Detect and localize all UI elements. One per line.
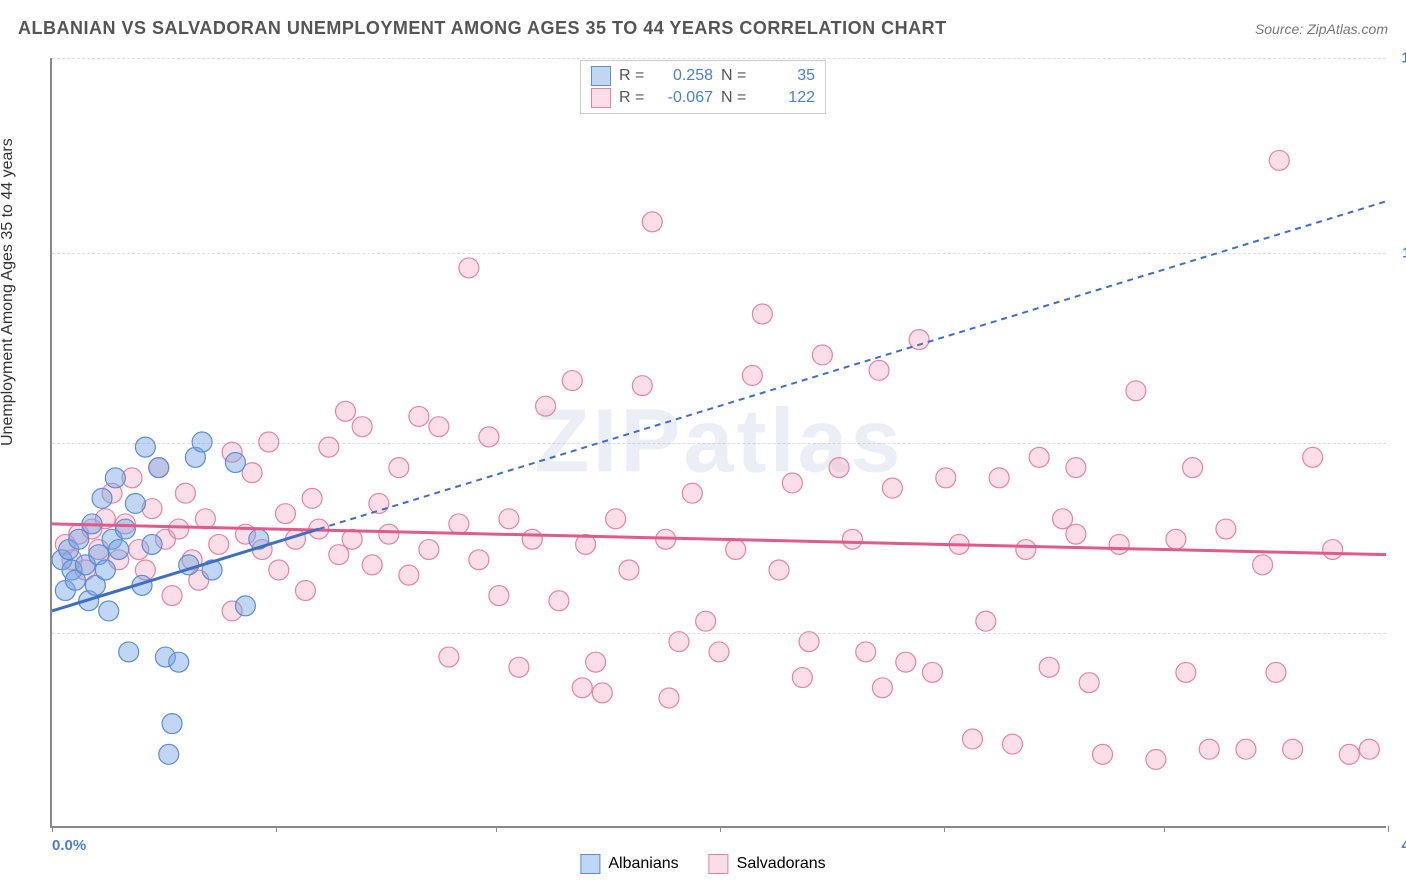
ytick-label: 7.5% [1394, 435, 1406, 452]
xtick-mark [1388, 826, 1389, 832]
xtick-mark [1164, 826, 1165, 832]
ytick-label: 15.0% [1394, 50, 1406, 67]
chart-title: ALBANIAN VS SALVADORAN UNEMPLOYMENT AMON… [18, 18, 947, 39]
legend-label-salvadorans: Salvadorans [737, 855, 826, 873]
swatch-albanians [580, 854, 600, 874]
xtick-mark [944, 826, 945, 832]
xtick-mark [52, 826, 53, 832]
legend-item-albanians: Albanians [580, 854, 678, 874]
xtick-mark [276, 826, 277, 832]
legend-item-salvadorans: Salvadorans [709, 854, 826, 874]
chart-source: Source: ZipAtlas.com [1255, 21, 1388, 37]
r-label: R = [619, 89, 647, 107]
n-value-salvadorans: 122 [757, 89, 815, 107]
stats-row-albanians: R = 0.258 N = 35 [591, 65, 815, 87]
swatch-salvadorans [709, 854, 729, 874]
series-legend: Albanians Salvadorans [580, 854, 825, 874]
stats-row-salvadorans: R = -0.067 N = 122 [591, 87, 815, 109]
n-label: N = [721, 89, 749, 107]
r-value-albanians: 0.258 [655, 67, 713, 85]
swatch-albanians [591, 66, 611, 86]
xtick-label-max: 40.0% [1401, 837, 1406, 854]
xtick-mark [720, 826, 721, 832]
n-value-albanians: 35 [757, 67, 815, 85]
ytick-label: 3.8% [1394, 624, 1406, 641]
legend-label-albanians: Albanians [608, 855, 678, 873]
y-axis-label: Unemployment Among Ages 35 to 44 years [0, 138, 17, 446]
xtick-mark [496, 826, 497, 832]
swatch-salvadorans [591, 88, 611, 108]
r-label: R = [619, 67, 647, 85]
ytick-label: 11.2% [1394, 245, 1406, 262]
chart-header: ALBANIAN VS SALVADORAN UNEMPLOYMENT AMON… [18, 18, 1388, 39]
r-value-salvadorans: -0.067 [655, 89, 713, 107]
plot-area: ZIPatlas 3.8%7.5%11.2%15.0%0.0%40.0% [50, 58, 1386, 828]
xtick-label-min: 0.0% [52, 837, 86, 854]
scatter-svg [52, 58, 1386, 826]
stats-legend: R = 0.258 N = 35 R = -0.067 N = 122 [580, 60, 826, 114]
n-label: N = [721, 67, 749, 85]
